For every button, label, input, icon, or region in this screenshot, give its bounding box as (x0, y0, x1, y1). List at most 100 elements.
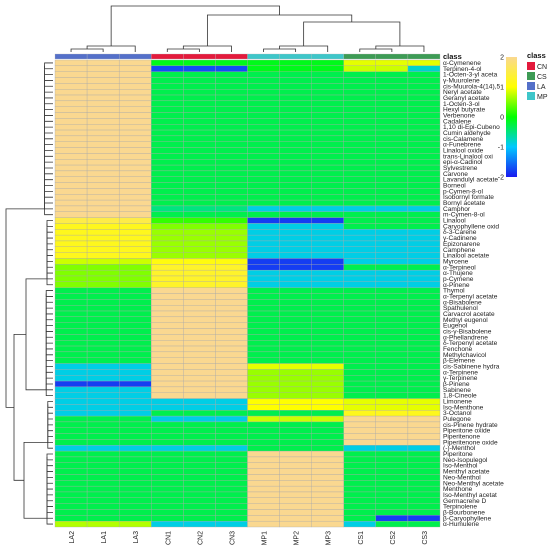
heatmap-cell (375, 240, 409, 247)
heatmap-cell (54, 334, 88, 341)
heatmap-cell (86, 89, 120, 96)
heatmap-cell (343, 491, 377, 498)
heatmap-cell (375, 450, 409, 458)
heatmap-cell (86, 71, 120, 78)
heatmap-cell (343, 369, 377, 376)
heatmap-cell (279, 427, 312, 434)
heatmap-cell (375, 445, 409, 452)
dendrogram-branch (263, 48, 297, 52)
heatmap-cell (183, 351, 216, 358)
heatmap-cell (311, 334, 344, 341)
heatmap-cell (215, 229, 248, 236)
heatmap-cell (311, 234, 344, 242)
heatmap-cell (86, 415, 120, 423)
heatmap-cell (151, 234, 184, 242)
heatmap-cell (279, 334, 312, 341)
heatmap-cell (407, 345, 441, 353)
heatmap-cell (215, 164, 248, 172)
heatmap-cell (118, 147, 152, 154)
heatmap-cell (118, 415, 152, 423)
dendrogram-branch (45, 290, 53, 297)
heatmap-cell (407, 503, 441, 510)
heatmap-cell (54, 491, 88, 498)
heatmap-cell (311, 59, 344, 67)
heatmap-cell (247, 135, 280, 142)
heatmap-cell (151, 392, 184, 399)
heatmap-cell (375, 129, 409, 137)
heatmap-cell (279, 269, 312, 277)
heatmap-cell (407, 100, 441, 107)
column-label: CN1 (165, 531, 172, 545)
heatmap-cell (183, 77, 216, 84)
heatmap-cell (215, 153, 248, 160)
heatmap-cell (183, 340, 216, 347)
heatmap-cell (118, 164, 152, 172)
heatmap-cell (407, 89, 441, 96)
row-label: Piperitone (443, 451, 473, 458)
row-label: cis-Pinene hydrate (443, 422, 498, 429)
heatmap-cell (279, 211, 312, 218)
heatmap-cell (86, 258, 120, 265)
heatmap-cell (215, 491, 248, 498)
heatmap-cell (343, 328, 377, 335)
heatmap-cell (247, 369, 280, 376)
heatmap-cell (343, 106, 377, 113)
heatmap-cell (215, 328, 248, 335)
class-legend-swatch (527, 92, 535, 100)
heatmap-cell (215, 240, 248, 247)
heatmap-cell (151, 503, 184, 510)
heatmap-cell (118, 182, 152, 189)
heatmap-cell (86, 462, 120, 469)
dendrogram-branch (46, 227, 53, 239)
heatmap-cell (407, 106, 441, 113)
heatmap-cell (343, 112, 377, 119)
heatmap-cell (407, 474, 441, 481)
heatmap-cell (183, 147, 216, 154)
heatmap-cell (279, 497, 312, 504)
heatmap-cell (183, 135, 216, 142)
heatmap-cell (343, 118, 377, 125)
heatmap-cell (118, 188, 152, 195)
annotation-cell (311, 53, 344, 60)
heatmap-cell (183, 205, 216, 212)
row-label: 1-Octen-3-ol (443, 101, 480, 108)
heatmap-cell (279, 316, 312, 323)
heatmap-cell (311, 71, 344, 78)
row-label: γ-Muurolene (443, 77, 480, 84)
heatmap-cell (311, 515, 344, 522)
dendrogram-branch (303, 21, 401, 46)
heatmap-cell (247, 141, 280, 148)
heatmap-cell (183, 293, 216, 300)
heatmap-cell (86, 118, 120, 125)
heatmap-cell (407, 310, 441, 318)
row-label: Methylchavicol (443, 352, 487, 359)
heatmap-cell (54, 246, 88, 253)
heatmap-cell (151, 71, 184, 78)
heatmap-cell (151, 223, 184, 230)
heatmap-cell (54, 106, 88, 113)
heatmap-cell (247, 94, 280, 102)
heatmap-cell (118, 398, 152, 405)
heatmap-cell (279, 229, 312, 236)
heatmap-cell (407, 316, 441, 323)
heatmap-cell (86, 246, 120, 253)
heatmap-cell (279, 398, 312, 405)
heatmap-cell (118, 229, 152, 236)
heatmap-cell (151, 468, 184, 475)
column-label: CS1 (358, 531, 365, 545)
heatmap-cell (279, 299, 312, 306)
heatmap-cell (215, 415, 248, 423)
heatmap-cell (118, 340, 152, 347)
heatmap-cell (215, 375, 248, 382)
scale-tick-label: 2 (500, 55, 504, 62)
heatmap-cell (375, 223, 409, 230)
heatmap-cell (407, 304, 441, 312)
heatmap-cell (183, 421, 216, 428)
heatmap-cell (247, 246, 280, 253)
heatmap-cell (215, 199, 248, 207)
heatmap-cell (375, 427, 409, 434)
heatmap-cell (86, 480, 120, 487)
heatmap-cell (183, 194, 216, 201)
heatmap-cell (118, 421, 152, 428)
annotation-cell (343, 53, 376, 60)
